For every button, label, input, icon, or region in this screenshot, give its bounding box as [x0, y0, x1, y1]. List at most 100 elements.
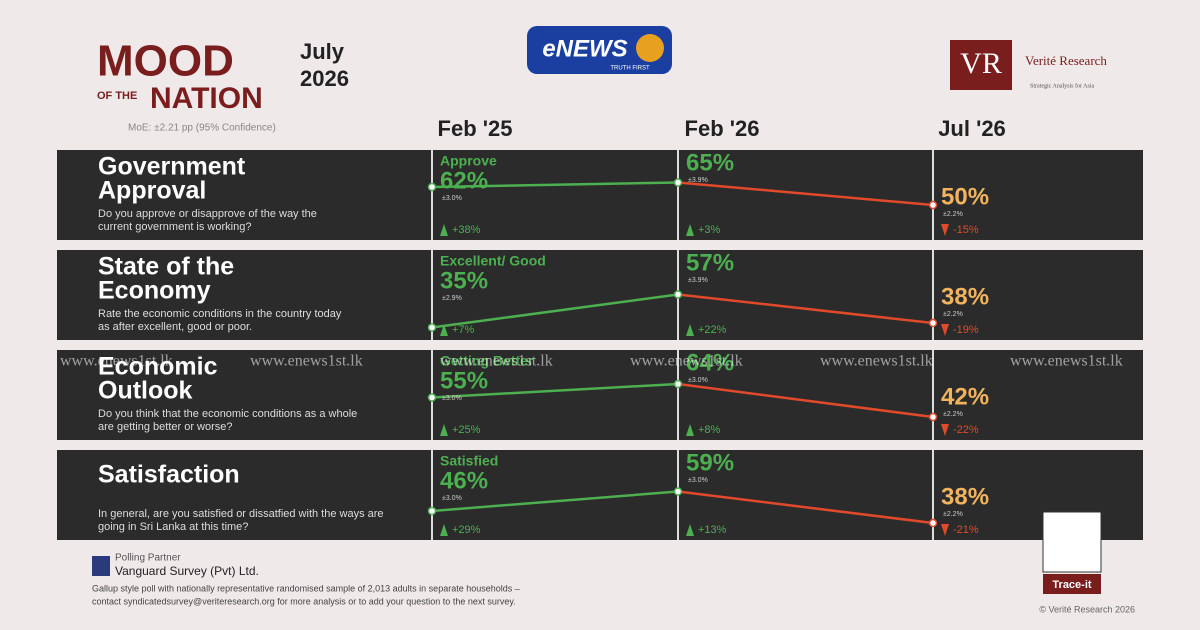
moe-label: ±3.9% — [688, 277, 708, 284]
row-title: Government — [98, 153, 246, 181]
row-question: Do you approve or disapprove of the way … — [98, 208, 317, 220]
row-title: State of the — [98, 253, 234, 281]
watermark: www.enews1st.lk — [440, 353, 553, 370]
watermark: www.enews1st.lk — [60, 353, 173, 370]
sub-label: Excellent/ Good — [440, 253, 546, 269]
row-title: Economic — [98, 353, 218, 381]
point — [673, 290, 683, 299]
watermark: www.enews1st.lk — [630, 353, 743, 370]
trend-line — [677, 293, 934, 325]
up-arrow — [686, 224, 694, 236]
change-label: -15% — [953, 224, 979, 236]
partner-name: Vanguard Survey (Pvt) Ltd. — [115, 564, 259, 578]
point — [928, 518, 938, 528]
change-label: +8% — [698, 424, 721, 436]
partner-icon — [92, 556, 110, 576]
column-header: Feb '26 — [685, 116, 760, 141]
change-label: +3% — [698, 224, 721, 236]
moe-label: ±3.0% — [688, 377, 708, 384]
brand-bottom: NATION — [150, 82, 263, 115]
point — [928, 318, 938, 328]
up-arrow — [440, 424, 448, 436]
moe-label: ±2.9% — [442, 295, 462, 302]
moe: MoE: ±2.21 pp (95% Confidence) — [128, 123, 276, 134]
up-arrow — [686, 424, 694, 436]
sub-label: Satisfied — [440, 453, 498, 469]
moe-label: ±3.0% — [442, 495, 462, 502]
column-header: Feb '25 — [438, 116, 513, 141]
row-question: Rate the economic conditions in the coun… — [98, 308, 342, 320]
qr-label-box — [1043, 574, 1101, 594]
value-label: 38% — [941, 283, 989, 310]
news-logo-box — [527, 26, 672, 74]
value-label: 64% — [686, 349, 734, 376]
row-band — [57, 250, 1143, 340]
row-question: current government is working? — [98, 221, 251, 233]
value-label: 46% — [440, 467, 488, 494]
value-label: 65% — [686, 149, 734, 176]
moe-label: ±3.0% — [442, 195, 462, 202]
row-question: In general, are you satisfied or dissatf… — [98, 508, 384, 520]
value-label: 62% — [440, 167, 488, 194]
change-label: -19% — [953, 324, 979, 336]
sub-label: Approve — [440, 153, 497, 169]
row-title: Outlook — [98, 377, 193, 405]
value-label: 35% — [440, 267, 488, 294]
up-arrow — [686, 524, 694, 536]
research-tagline: Strategic Analysis for Asia — [1030, 82, 1094, 89]
point — [673, 487, 683, 496]
row-title: Approval — [98, 177, 206, 205]
down-arrow — [941, 524, 949, 536]
change-label: -21% — [953, 524, 979, 536]
point — [427, 182, 437, 192]
change-label: +22% — [698, 324, 727, 336]
row-question: Do you think that the economic condition… — [98, 408, 357, 420]
trend-line — [431, 293, 679, 329]
point — [928, 412, 938, 422]
up-arrow — [440, 224, 448, 236]
value-label: 42% — [941, 383, 989, 410]
point — [427, 323, 437, 332]
point — [928, 200, 938, 210]
research-logo-box — [950, 40, 1012, 90]
moe-label: ±2.2% — [943, 211, 963, 218]
value-label: 55% — [440, 367, 488, 394]
sub-label: Getting Better — [440, 353, 534, 369]
trend-line — [431, 181, 679, 189]
moe-label: ±2.2% — [943, 511, 963, 518]
change-label: +38% — [452, 224, 481, 236]
qr-label: Trace-it — [1052, 579, 1091, 591]
news-logo-badge — [636, 34, 664, 62]
value-label: 38% — [941, 483, 989, 510]
row-title: Satisfaction — [98, 461, 240, 489]
trend-line — [431, 382, 679, 399]
point — [673, 178, 683, 187]
point — [673, 379, 683, 389]
moe-label: ±2.2% — [943, 411, 963, 418]
row-band — [57, 150, 1143, 240]
point — [427, 393, 437, 402]
qr-code — [1042, 511, 1102, 573]
change-label: +29% — [452, 524, 481, 536]
note-line: Gallup style poll with nationally repres… — [92, 583, 520, 593]
trend-line — [431, 490, 679, 513]
month: July — [300, 39, 345, 64]
moe-label: ±3.0% — [442, 395, 462, 402]
watermark: www.enews1st.lk — [820, 353, 933, 370]
down-arrow — [941, 324, 949, 336]
news-tagline: TRUTH FIRST — [610, 66, 650, 72]
change-label: +7% — [452, 324, 475, 336]
moe-label: ±2.2% — [943, 311, 963, 318]
trend-line — [677, 382, 934, 419]
change-label: -22% — [953, 424, 979, 436]
trend-line — [677, 490, 934, 525]
news-logo: eNEWS — [542, 35, 627, 62]
note-line: contact syndicatedsurvey@veriteresearch.… — [92, 596, 516, 606]
down-arrow — [941, 424, 949, 436]
change-label: +25% — [452, 424, 481, 436]
row-band — [57, 350, 1143, 440]
